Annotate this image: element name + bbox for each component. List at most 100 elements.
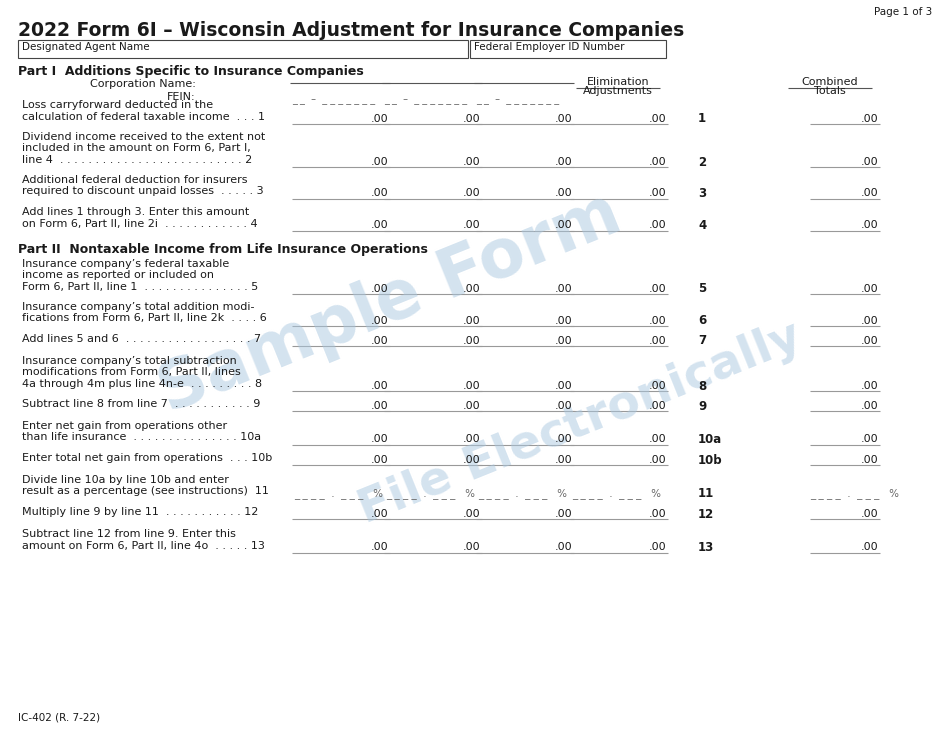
Text: 1: 1: [698, 112, 706, 125]
Text: .00: .00: [555, 542, 572, 553]
Text: 12: 12: [698, 507, 714, 520]
Text: Combined: Combined: [802, 77, 858, 87]
Text: .00: .00: [370, 114, 388, 123]
Text: .00: .00: [463, 336, 480, 346]
Text: .00: .00: [463, 114, 480, 123]
Text: result as a percentage (see instructions)  11: result as a percentage (see instructions…: [22, 487, 269, 496]
Text: .00: .00: [370, 435, 388, 444]
Text: than life insurance  . . . . . . . . . . . . . . . 10a: than life insurance . . . . . . . . . . …: [22, 432, 261, 443]
Text: 6: 6: [698, 314, 706, 327]
Text: .00: .00: [555, 188, 572, 199]
Text: .00: .00: [555, 221, 572, 230]
Text: .00: .00: [648, 157, 666, 167]
Text: .00: .00: [555, 336, 572, 346]
Text: Form 6, Part II, line 1  . . . . . . . . . . . . . . . 5: Form 6, Part II, line 1 . . . . . . . . …: [22, 282, 258, 292]
Text: 5: 5: [698, 282, 706, 295]
Text: .00: .00: [648, 401, 666, 411]
Text: .00: .00: [555, 114, 572, 123]
Text: .00: .00: [370, 455, 388, 465]
Text: fications from Form 6, Part II, line 2k  . . . . 6: fications from Form 6, Part II, line 2k …: [22, 314, 267, 323]
Text: .00: .00: [370, 221, 388, 230]
Text: Federal Employer ID Number: Federal Employer ID Number: [474, 42, 624, 52]
Text: Elimination: Elimination: [587, 77, 649, 87]
Text: Add lines 1 through 3. Enter this amount: Add lines 1 through 3. Enter this amount: [22, 207, 249, 217]
Text: .00: .00: [648, 284, 666, 294]
Text: .00: .00: [648, 188, 666, 199]
Text: _ _ _ _  .  _ _ _   %: _ _ _ _ . _ _ _ %: [478, 488, 567, 499]
Text: 10a: 10a: [698, 433, 722, 446]
Text: 13: 13: [698, 541, 714, 554]
Text: .00: .00: [648, 542, 666, 553]
Text: .00: .00: [463, 315, 480, 325]
Bar: [18, 40, 468, 58]
Text: Subtract line 12 from line 9. Enter this: Subtract line 12 from line 9. Enter this: [22, 529, 236, 539]
Text: Adjustments: Adjustments: [583, 86, 653, 96]
Text: Add lines 5 and 6  . . . . . . . . . . . . . . . . . . 7: Add lines 5 and 6 . . . . . . . . . . . …: [22, 334, 261, 344]
Text: .00: .00: [463, 435, 480, 444]
Text: .00: .00: [463, 509, 480, 519]
Text: 3: 3: [698, 187, 706, 200]
Text: .00: .00: [861, 114, 878, 123]
Text: Enter total net gain from operations  . . . 10b: Enter total net gain from operations . .…: [22, 453, 273, 463]
Text: Page 1 of 3: Page 1 of 3: [874, 7, 932, 17]
Text: .00: .00: [370, 284, 388, 294]
Text: 7: 7: [698, 334, 706, 347]
Text: _ _  –  _ _ _ _ _ _ _: _ _ – _ _ _ _ _ _ _: [384, 95, 467, 105]
Text: .00: .00: [861, 381, 878, 391]
Text: .00: .00: [861, 221, 878, 230]
Text: .00: .00: [370, 315, 388, 325]
Text: income as reported or included on: income as reported or included on: [22, 270, 214, 281]
Text: .00: .00: [648, 315, 666, 325]
Text: .00: .00: [648, 381, 666, 391]
Text: .00: .00: [861, 336, 878, 346]
Text: .00: .00: [463, 157, 480, 167]
Text: Insurance company’s federal taxable: Insurance company’s federal taxable: [22, 259, 229, 269]
Text: .00: .00: [463, 188, 480, 199]
Text: Corporation Name:: Corporation Name:: [90, 79, 196, 89]
Text: Part II  Nontaxable Income from Life Insurance Operations: Part II Nontaxable Income from Life Insu…: [18, 243, 428, 256]
Text: .00: .00: [861, 284, 878, 294]
Text: amount on Form 6, Part II, line 4o  . . . . . 13: amount on Form 6, Part II, line 4o . . .…: [22, 540, 265, 550]
Text: .00: .00: [555, 315, 572, 325]
Text: IC-402 (R. 7-22): IC-402 (R. 7-22): [18, 713, 100, 723]
Text: 11: 11: [698, 487, 714, 500]
Text: .00: .00: [555, 401, 572, 411]
Text: .00: .00: [648, 435, 666, 444]
Text: on Form 6, Part II, line 2i  . . . . . . . . . . . . 4: on Form 6, Part II, line 2i . . . . . . …: [22, 218, 257, 229]
Text: .00: .00: [555, 509, 572, 519]
Text: .00: .00: [370, 381, 388, 391]
Bar: [470, 40, 666, 58]
Text: Subtract line 8 from line 7  . . . . . . . . . . . 9: Subtract line 8 from line 7 . . . . . . …: [22, 399, 260, 409]
Text: 2022 Form 6I – Wisconsin Adjustment for Insurance Companies: 2022 Form 6I – Wisconsin Adjustment for …: [18, 21, 684, 40]
Text: Multiply line 9 by line 11  . . . . . . . . . . . 12: Multiply line 9 by line 11 . . . . . . .…: [22, 507, 258, 517]
Text: _ _ _ _  .  _ _ _   %: _ _ _ _ . _ _ _ %: [294, 488, 383, 499]
Text: .00: .00: [463, 284, 480, 294]
Text: Designated Agent Name: Designated Agent Name: [22, 42, 150, 52]
Text: Part I  Additions Specific to Insurance Companies: Part I Additions Specific to Insurance C…: [18, 65, 364, 78]
Text: Dividend income received to the extent not: Dividend income received to the extent n…: [22, 132, 265, 142]
Text: .00: .00: [648, 114, 666, 123]
Text: .00: .00: [861, 455, 878, 465]
Text: .00: .00: [555, 157, 572, 167]
Text: .00: .00: [861, 435, 878, 444]
Text: .00: .00: [463, 381, 480, 391]
Text: .00: .00: [463, 542, 480, 553]
Text: Divide line 10a by line 10b and enter: Divide line 10a by line 10b and enter: [22, 475, 229, 485]
Text: .00: .00: [555, 284, 572, 294]
Text: _ _  –  _ _ _ _ _ _ _: _ _ – _ _ _ _ _ _ _: [476, 95, 560, 105]
Text: _ _ _ _  .  _ _ _   %: _ _ _ _ . _ _ _ %: [386, 488, 475, 499]
Text: .00: .00: [861, 157, 878, 167]
Text: File Electronically: File Electronically: [352, 314, 808, 533]
Text: _ _ _ _  .  _ _ _   %: _ _ _ _ . _ _ _ %: [810, 488, 899, 499]
Text: _ _  –  _ _ _ _ _ _ _: _ _ – _ _ _ _ _ _ _: [292, 95, 375, 105]
Text: .00: .00: [463, 221, 480, 230]
Text: .00: .00: [861, 188, 878, 199]
Text: Insurance company’s total addition modi-: Insurance company’s total addition modi-: [22, 302, 255, 312]
Text: .00: .00: [648, 509, 666, 519]
Text: .00: .00: [463, 401, 480, 411]
Text: .00: .00: [861, 315, 878, 325]
Text: .00: .00: [370, 401, 388, 411]
Text: Sample Form: Sample Form: [149, 180, 631, 426]
Text: 9: 9: [698, 399, 706, 413]
Text: .00: .00: [370, 542, 388, 553]
